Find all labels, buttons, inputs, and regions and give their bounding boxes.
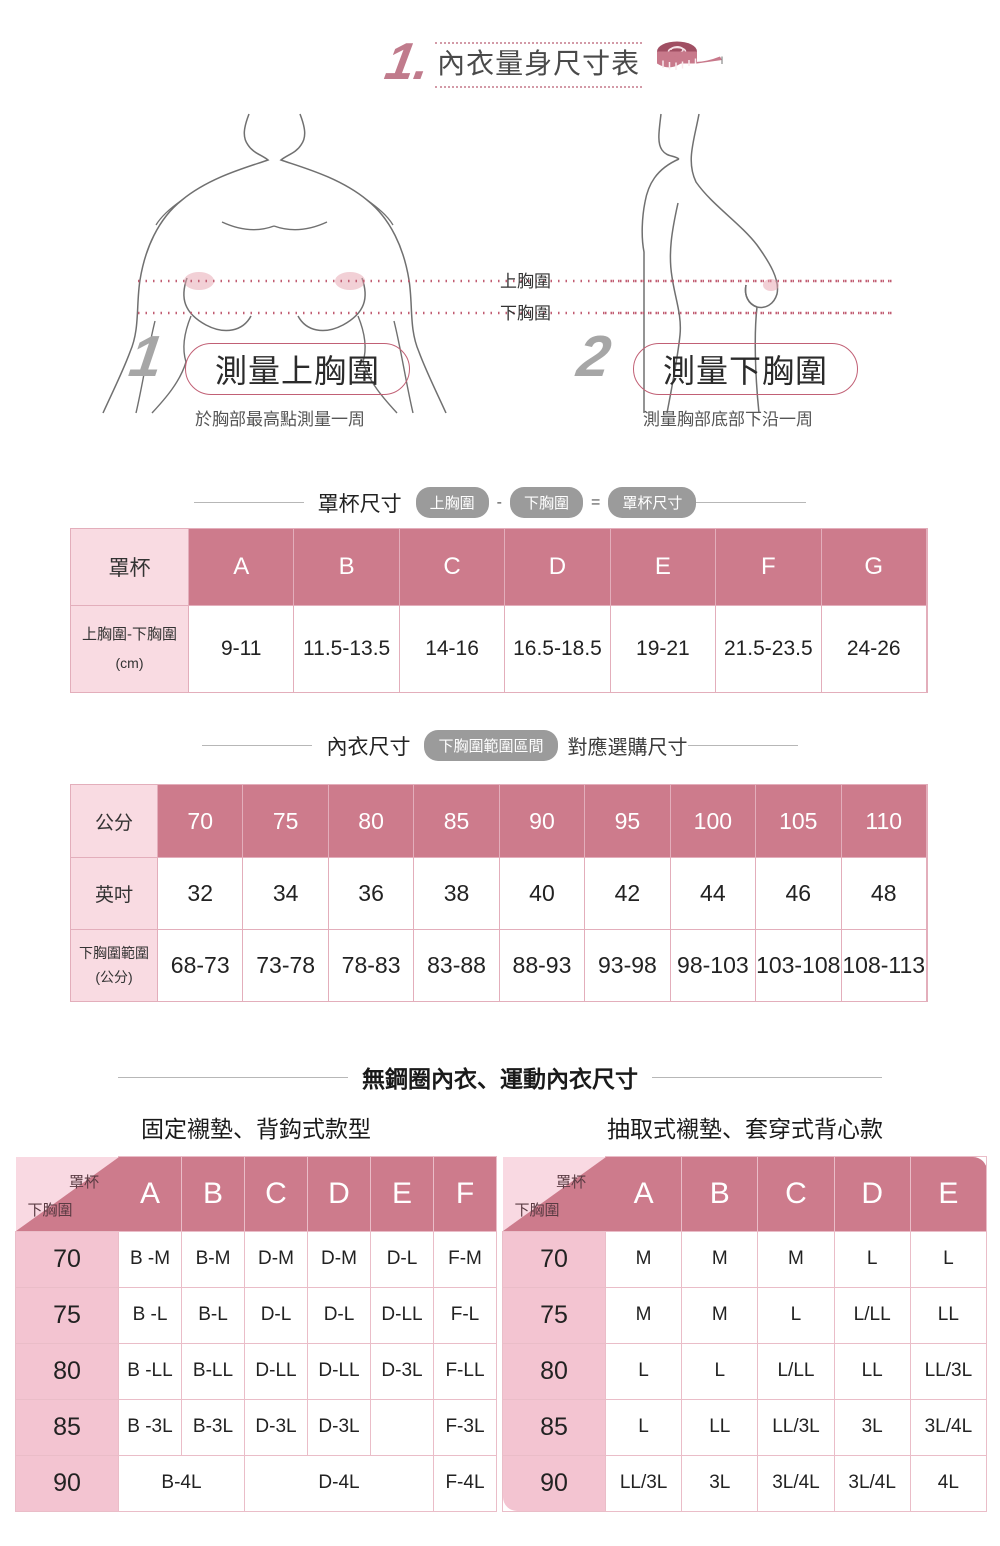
svg-text:下胸圍: 下胸圍	[514, 1202, 559, 1219]
svg-text:罩杯: 罩杯	[555, 1174, 585, 1191]
svg-text:下胸圍: 下胸圍	[500, 304, 551, 323]
svg-text:下胸圍: 下胸圍	[27, 1202, 72, 1219]
svg-text:罩杯: 罩杯	[68, 1174, 98, 1191]
svg-text:上胸圍: 上胸圍	[500, 272, 551, 291]
